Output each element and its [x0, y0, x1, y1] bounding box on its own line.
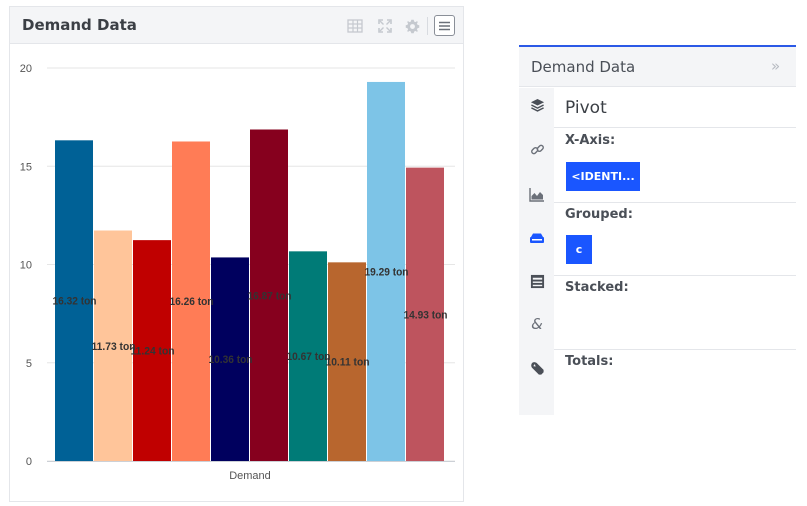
- gear-icon[interactable]: [403, 17, 421, 35]
- y-tick-label: 20: [20, 63, 32, 75]
- y-tick-label: 5: [26, 358, 32, 370]
- chart-title: Demand Data: [22, 16, 137, 34]
- ampersand-icon[interactable]: &: [531, 315, 543, 333]
- pivot-header: Demand Data »: [519, 47, 796, 87]
- bar[interactable]: [367, 81, 405, 461]
- bar[interactable]: [55, 140, 93, 461]
- section-divider: [554, 275, 796, 276]
- pivot-sidebar: &: [519, 88, 554, 415]
- data-label: 11.73 ton: [92, 341, 136, 353]
- bar[interactable]: [289, 251, 327, 461]
- data-label: 16.87 ton: [248, 290, 292, 302]
- area-chart-icon[interactable]: [528, 185, 546, 203]
- bar[interactable]: [211, 257, 249, 461]
- x-category-label: Demand: [229, 470, 271, 482]
- data-label: 16.26 ton: [170, 296, 214, 308]
- menu-icon[interactable]: [434, 15, 455, 36]
- pivot-panel: Demand Data »: [519, 45, 796, 415]
- data-label: 16.32 ton: [53, 296, 97, 308]
- data-label: 10.36 ton: [209, 354, 253, 366]
- y-tick-label: 10: [20, 260, 32, 272]
- pivot-content: Pivot X-Axis: <IDENTI... Grouped: c Stac…: [554, 88, 796, 415]
- data-label: 19.29 ton: [365, 266, 409, 278]
- table-list-icon[interactable]: [528, 272, 546, 290]
- totals-label: Totals:: [565, 354, 614, 369]
- bar[interactable]: [250, 129, 288, 461]
- chart-header: Demand Data: [10, 7, 463, 44]
- bar[interactable]: [133, 240, 171, 461]
- bar[interactable]: [172, 141, 210, 461]
- header-divider: [427, 17, 428, 35]
- x-axis-label: X-Axis:: [565, 133, 616, 148]
- stacked-label: Stacked:: [565, 280, 629, 295]
- wrench-icon[interactable]: [528, 359, 546, 377]
- chart-widget: Demand Data: [9, 6, 464, 502]
- y-tick-label: 15: [20, 161, 32, 173]
- expand-icon[interactable]: [376, 17, 394, 35]
- layers-icon[interactable]: [528, 96, 546, 114]
- x-axis-chip[interactable]: <IDENTI...: [566, 162, 640, 191]
- data-label: 10.67 ton: [287, 351, 331, 363]
- section-divider: [554, 127, 796, 128]
- pivot-header-title: Demand Data: [531, 58, 636, 76]
- data-label: 10.11 ton: [326, 357, 370, 369]
- double-chevron-right-icon[interactable]: »: [771, 57, 781, 75]
- database-icon[interactable]: [528, 230, 546, 248]
- grouped-chip[interactable]: c: [566, 235, 592, 264]
- data-label: 11.24 ton: [131, 346, 175, 358]
- section-divider: [554, 349, 796, 350]
- bar[interactable]: [406, 167, 444, 462]
- data-label: 14.93 ton: [404, 309, 448, 321]
- table-icon[interactable]: [346, 17, 364, 35]
- grouped-label: Grouped:: [565, 207, 633, 222]
- y-tick-label: 0: [26, 456, 32, 468]
- panel-accent-line: [519, 45, 796, 47]
- section-divider: [554, 202, 796, 203]
- pivot-title: Pivot: [565, 98, 607, 118]
- bar[interactable]: [94, 230, 132, 461]
- link-icon[interactable]: [528, 140, 546, 158]
- bar[interactable]: [328, 262, 366, 461]
